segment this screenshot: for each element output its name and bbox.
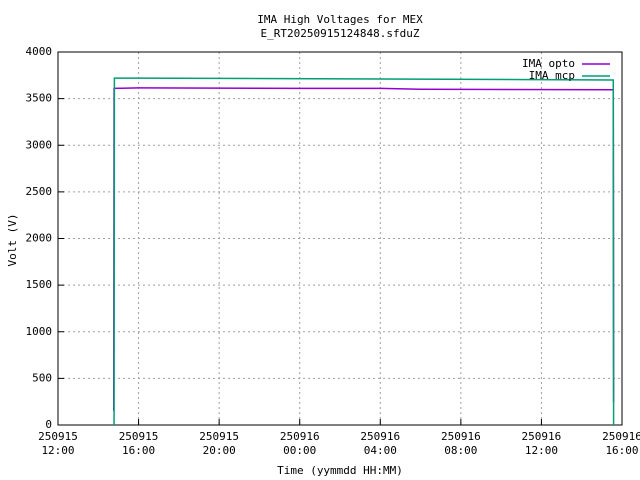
y-tick-label: 0 <box>45 418 52 431</box>
y-tick-label: 3500 <box>26 92 53 105</box>
x-tick-label: 250915 20:00 <box>199 430 239 457</box>
plot-frame <box>57 51 623 426</box>
x-tick-label: 250915 16:00 <box>119 430 159 457</box>
y-tick-label: 2000 <box>26 232 53 245</box>
y-tick-label: 1000 <box>26 325 53 338</box>
legend-label: IMA mcp <box>529 69 575 82</box>
x-tick-label: 250915 12:00 <box>38 430 78 457</box>
y-tick-label: 500 <box>32 371 52 384</box>
x-tick-label: 250916 00:00 <box>280 430 320 457</box>
y-tick-label: 2500 <box>26 185 53 198</box>
x-tick-label: 250916 08:00 <box>441 430 481 457</box>
x-tick-label: 250916 04:00 <box>360 430 400 457</box>
x-tick-label: 250916 16:00 <box>602 430 640 457</box>
chart-title: IMA High Voltages for MEX <box>257 13 423 26</box>
x-tick-label: 250916 12:00 <box>522 430 562 457</box>
y-tick-label: 3000 <box>26 138 53 151</box>
legend-label: IMA opto <box>522 57 575 70</box>
x-axis-label: Time (yymmdd HH:MM) <box>277 464 403 477</box>
y-tick-label: 4000 <box>26 45 53 58</box>
series-line <box>112 87 615 412</box>
chart-subtitle: E_RT20250915124848.sfduZ <box>261 27 420 40</box>
y-tick-label: 1500 <box>26 278 53 291</box>
series-line <box>113 77 615 426</box>
y-axis-label: Volt (V) <box>6 214 19 267</box>
